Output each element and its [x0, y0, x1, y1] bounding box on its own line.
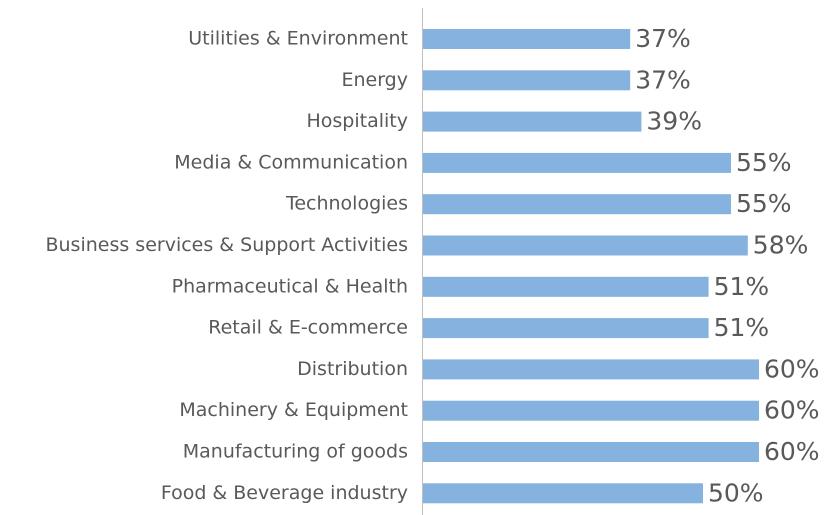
category-label: Energy [341, 69, 408, 91]
value-label: 60% [764, 437, 820, 466]
value-label: 58% [753, 231, 809, 260]
value-label: 55% [736, 148, 792, 177]
value-label: 50% [708, 478, 764, 507]
bar [423, 483, 703, 504]
category-label: Pharmaceutical & Health [172, 275, 408, 297]
bar [423, 276, 709, 297]
category-label: Utilities & Environment [188, 28, 408, 50]
bar [423, 442, 759, 462]
bar [423, 111, 642, 132]
bar [423, 235, 748, 256]
value-label: 37% [635, 24, 691, 53]
bar [423, 29, 631, 49]
value-label: 60% [764, 396, 820, 425]
value-label: 60% [764, 354, 820, 383]
category-label: Retail & E-commerce [208, 317, 408, 339]
value-label: 51% [714, 313, 770, 342]
value-label: 39% [646, 107, 702, 136]
bar [423, 359, 759, 380]
value-label: 51% [714, 272, 770, 301]
category-label: Business services & Support Activities [45, 234, 408, 256]
category-label: Technologies [285, 193, 408, 215]
category-label: Manufacturing of goods [183, 441, 408, 463]
category-label: Machinery & Equipment [179, 399, 408, 421]
category-label: Hospitality [307, 110, 409, 132]
bar [423, 318, 709, 339]
category-label: Distribution [297, 358, 408, 380]
category-label: Media & Communication [174, 151, 408, 173]
bar [423, 70, 631, 91]
bar [423, 400, 759, 421]
category-label: Food & Beverage industry [161, 482, 408, 504]
value-label: 55% [736, 189, 792, 218]
value-label: 37% [635, 65, 691, 94]
bar [423, 152, 731, 173]
bar [423, 194, 731, 215]
